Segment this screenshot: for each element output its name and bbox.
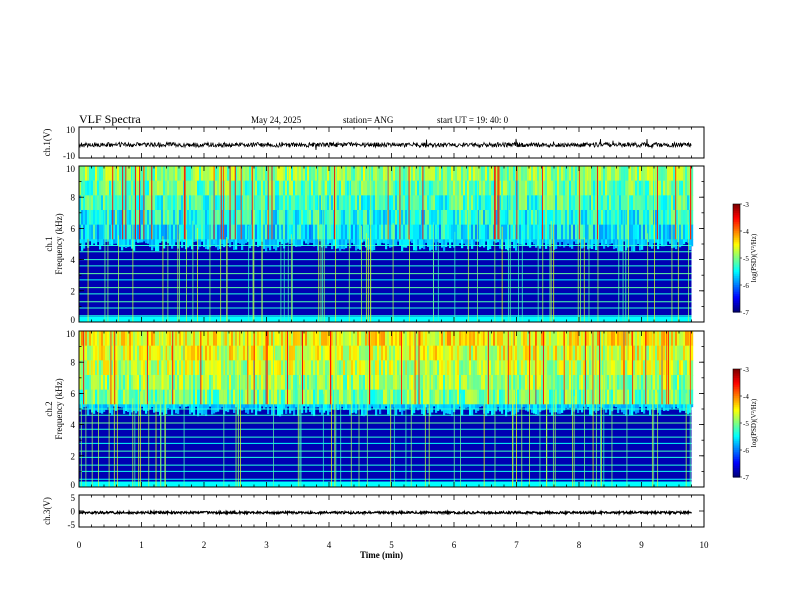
colorbar-tick-label: -4 — [743, 228, 749, 236]
y-axis-label: ch.3(V) — [42, 497, 52, 525]
ch1-waveform-trace — [78, 138, 692, 151]
colorbar-label: log(PSD)(V²/Hz) — [750, 233, 758, 282]
colorbar-tick-label: -7 — [743, 309, 749, 317]
y-tick-label: 8 — [71, 358, 76, 368]
y-tick-label: 0 — [71, 507, 76, 517]
panel-frame-ch1-spectrogram: 0 2 4 6 8 10 ch.1Frequency (kHz) — [44, 164, 705, 325]
figure-title: VLF Spectra — [79, 112, 141, 126]
y-tick-label: 0 — [71, 480, 76, 490]
colorbar-tick-label: -3 — [743, 201, 749, 209]
colorbar-tick-label: -5 — [743, 255, 749, 263]
y-tick-label: 4 — [71, 420, 76, 430]
ch1-spectrogram-image — [79, 166, 694, 322]
panel-frame-ch2-spectrogram: 0 2 4 6 8 10 ch.2Frequency (kHz) — [44, 329, 705, 490]
panel-frame-ch1-waveform: 10 -10 ch.1(V) — [42, 125, 705, 161]
ch2-spectrogram-image — [79, 331, 694, 487]
colorbar-tick-label: -6 — [743, 282, 749, 290]
y-tick-label: 10 — [66, 125, 76, 135]
colorbar-tick-label: -5 — [743, 420, 749, 428]
y-tick-label: 6 — [71, 389, 76, 399]
y-axis-label: ch.1(V) — [42, 129, 52, 157]
x-tick-label: 2 — [202, 540, 207, 550]
x-tick-label: 3 — [264, 540, 269, 550]
ch3-waveform-trace — [78, 509, 692, 517]
y-tick-label: 4 — [71, 255, 76, 265]
y-tick-label: 10 — [66, 164, 76, 174]
x-tick-label: 8 — [577, 540, 582, 550]
y-axis-label: ch.1Frequency (kHz) — [44, 213, 64, 274]
ch1-spectrogram-colorbar: -3 -4 -5 -6 -7 log(PSD)(V²/Hz) — [732, 201, 758, 317]
start-time-label: start UT = 19: 40: 0 — [437, 115, 509, 125]
y-axis-label: ch.2Frequency (kHz) — [44, 378, 64, 439]
y-tick-label: 6 — [71, 224, 76, 234]
ch2-spectrogram-colorbar: -3 -4 -5 -6 -7 log(PSD)(V²/Hz) — [732, 366, 758, 482]
x-tick-label: 1 — [139, 540, 144, 550]
colorbar-label: log(PSD)(V²/Hz) — [750, 398, 758, 447]
y-tick-label: 10 — [66, 329, 76, 339]
colorbar-tick-label: -3 — [743, 366, 749, 374]
x-tick-label: 7 — [514, 540, 519, 550]
x-tick-label: 0 — [77, 540, 82, 550]
x-tick-label: 9 — [639, 540, 644, 550]
colorbar-tick-label: -4 — [743, 393, 749, 401]
colorbar-tick-label: -6 — [743, 447, 749, 455]
x-tick-label: 10 — [700, 540, 710, 550]
station-label: station= ANG — [343, 115, 394, 125]
x-tick-label: 4 — [327, 540, 332, 550]
y-tick-label: 8 — [71, 193, 76, 203]
y-tick-label: 2 — [71, 451, 76, 461]
x-tick-label: 6 — [452, 540, 457, 550]
y-tick-label: -5 — [68, 520, 76, 530]
y-tick-label: 2 — [71, 286, 76, 296]
date-label: May 24, 2025 — [251, 115, 302, 125]
y-tick-label: -10 — [63, 151, 75, 161]
colorbar-tick-label: -7 — [743, 474, 749, 482]
y-tick-label: 0 — [71, 315, 76, 325]
x-tick-label: 5 — [389, 540, 394, 550]
x-axis-label: Time (min) — [360, 550, 403, 560]
y-tick-label: 5 — [71, 493, 76, 503]
